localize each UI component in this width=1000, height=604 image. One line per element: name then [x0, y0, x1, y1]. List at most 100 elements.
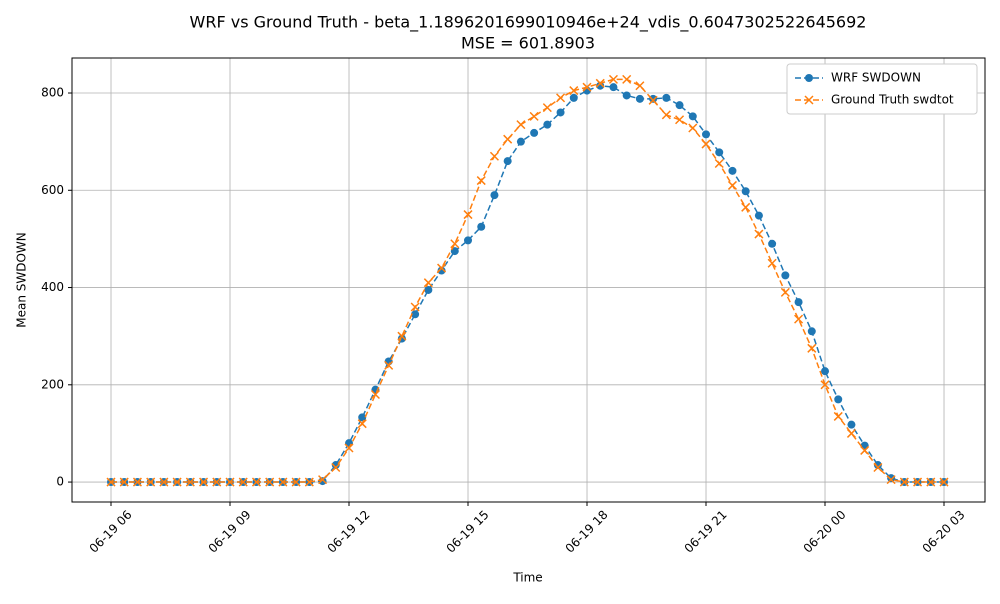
point — [728, 166, 737, 175]
point — [913, 477, 923, 487]
legend-marker — [805, 74, 813, 82]
point — [794, 314, 804, 324]
point — [886, 475, 896, 485]
point — [358, 413, 367, 422]
x-tick-label: 06-20 03 — [920, 508, 968, 556]
y-tick-label: 0 — [56, 475, 64, 489]
legend-label: Ground Truth swdtot — [831, 93, 954, 107]
point — [450, 247, 459, 256]
x-tick-label: 06-19 21 — [682, 508, 730, 556]
point — [503, 134, 513, 144]
point — [807, 343, 817, 353]
series-line — [111, 84, 945, 483]
legend-box — [786, 63, 978, 115]
point — [172, 477, 182, 487]
point — [675, 115, 685, 125]
point — [754, 229, 764, 239]
point — [635, 81, 645, 91]
point — [569, 86, 579, 96]
point — [357, 419, 367, 429]
point — [132, 477, 142, 487]
point — [423, 278, 433, 288]
x-axis-label: Time — [512, 571, 542, 585]
point — [476, 176, 486, 186]
point — [424, 285, 433, 294]
point — [846, 428, 856, 438]
point — [860, 445, 870, 455]
point — [847, 420, 856, 429]
legend-marker — [804, 95, 814, 105]
point — [410, 302, 420, 312]
point — [212, 477, 222, 487]
point — [199, 477, 209, 487]
x-tick-label: 06-19 09 — [206, 508, 254, 556]
point — [344, 443, 354, 453]
point — [370, 389, 380, 400]
point — [503, 157, 512, 166]
point — [530, 128, 539, 137]
point — [807, 327, 816, 336]
chart-subtitle: MSE = 601.8903 — [461, 34, 595, 53]
y-axis-label: Mean SWDOWN — [15, 232, 29, 328]
y-tick-label: 600 — [41, 183, 64, 197]
point — [635, 94, 644, 103]
point — [450, 239, 460, 249]
point — [331, 461, 340, 470]
point — [238, 477, 248, 487]
point — [820, 380, 830, 390]
point — [622, 91, 631, 100]
x-tick-label: 06-19 15 — [444, 508, 492, 556]
point — [437, 266, 446, 275]
point — [939, 477, 949, 487]
chart-title: WRF vs Ground Truth - beta_1.18962016990… — [190, 13, 867, 33]
point — [318, 477, 327, 486]
point — [701, 139, 711, 149]
point — [873, 461, 882, 470]
point — [384, 360, 394, 370]
point — [622, 74, 632, 84]
point — [516, 120, 526, 130]
point — [225, 477, 235, 487]
point — [767, 258, 777, 268]
series-line — [111, 78, 945, 483]
y-tick-label: 800 — [41, 86, 64, 100]
point — [662, 93, 671, 102]
point — [596, 81, 605, 90]
point — [688, 112, 697, 121]
point — [516, 137, 525, 146]
point — [529, 111, 539, 121]
point — [715, 148, 724, 157]
y-tick-label: 400 — [41, 280, 64, 294]
point — [648, 95, 658, 105]
x-tick-label: 06-19 12 — [325, 508, 373, 556]
point — [833, 411, 843, 421]
point — [595, 78, 605, 88]
point — [265, 477, 275, 487]
point — [477, 222, 486, 231]
point — [714, 158, 724, 169]
y-tick-label: 200 — [41, 377, 64, 391]
plot-frame — [71, 57, 986, 503]
point — [781, 271, 790, 280]
point — [609, 83, 618, 92]
point — [185, 477, 195, 487]
point — [556, 93, 566, 103]
point — [608, 74, 618, 84]
point — [437, 263, 447, 273]
point — [727, 180, 737, 190]
point — [106, 477, 116, 487]
point — [754, 211, 763, 220]
point — [146, 477, 156, 487]
point — [926, 477, 936, 487]
point — [569, 93, 578, 102]
point — [780, 287, 790, 297]
point — [318, 475, 328, 485]
point — [464, 236, 473, 245]
point — [675, 101, 684, 110]
point — [489, 151, 499, 161]
point — [411, 310, 420, 319]
point — [331, 462, 341, 473]
point — [463, 210, 473, 220]
point — [834, 395, 843, 404]
